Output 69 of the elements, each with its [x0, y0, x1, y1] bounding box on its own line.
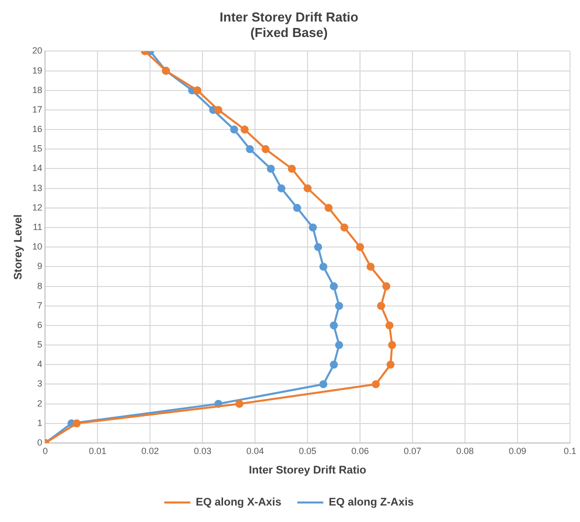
point — [372, 380, 380, 388]
y-axis-title: Storey Level — [12, 214, 25, 280]
x-tick-label: 0.01 — [88, 446, 106, 456]
y-tick-label: 19 — [32, 65, 42, 76]
x-axis-title: Inter Storey Drift Ratio — [248, 464, 367, 476]
y-tick-label: 0 — [37, 437, 42, 448]
y-tick-label: 20 — [32, 46, 42, 56]
y-tick-label: 14 — [32, 163, 42, 174]
point — [235, 400, 244, 408]
point — [304, 184, 312, 192]
y-tick-label: 3 — [37, 378, 42, 389]
x-tick-label: 0.02 — [141, 446, 159, 456]
point — [230, 126, 238, 134]
point — [366, 262, 375, 271]
point — [193, 86, 202, 94]
point — [330, 282, 338, 290]
y-tick-label: 15 — [32, 144, 42, 154]
y-tick-label: 18 — [32, 84, 42, 95]
point — [340, 224, 348, 232]
chart-title: Inter Storey Drift Ratio — [220, 9, 358, 24]
point — [382, 282, 390, 290]
point — [356, 243, 364, 252]
y-tick-label: 12 — [32, 202, 42, 212]
x-tick-label: 0.04 — [246, 446, 264, 456]
point — [72, 419, 81, 428]
legend-label: EQ along X-Axis — [196, 496, 282, 509]
point — [319, 380, 328, 388]
point — [386, 360, 395, 369]
point — [266, 164, 275, 173]
point — [377, 302, 386, 310]
y-tick-label: 11 — [32, 222, 42, 232]
point — [293, 204, 302, 212]
x-tick-label: 0.05 — [298, 446, 316, 456]
legend-label: EQ along Z-Axis — [328, 496, 414, 509]
point — [277, 184, 286, 192]
point — [262, 145, 270, 154]
point — [385, 321, 394, 330]
point — [240, 126, 249, 134]
x-tick-label: 0.1 — [564, 446, 576, 456]
x-tick-label: 0.03 — [194, 446, 212, 456]
chart-subtitle: (Fixed Base) — [250, 24, 328, 40]
y-tick-label: 2 — [37, 398, 42, 408]
point — [214, 106, 222, 114]
y-tick-label: 6 — [37, 320, 42, 330]
point — [335, 302, 344, 310]
y-tick-label: 4 — [37, 359, 42, 370]
y-tick-label: 5 — [37, 340, 42, 350]
point — [330, 360, 338, 369]
y-tick-label: 9 — [37, 261, 42, 272]
x-tick-label: 0.07 — [404, 446, 422, 456]
point — [319, 262, 328, 271]
y-tick-label: 17 — [32, 104, 42, 114]
x-tick-label: 0.09 — [508, 446, 526, 456]
point — [324, 204, 333, 212]
point — [330, 321, 338, 330]
point — [308, 224, 317, 232]
point — [314, 243, 322, 252]
y-tick-label: 16 — [32, 124, 42, 134]
point — [388, 341, 396, 350]
point — [246, 145, 254, 154]
y-tick-label: 10 — [32, 242, 42, 252]
point — [288, 164, 296, 173]
x-tick-label: 0.08 — [456, 446, 474, 456]
y-tick-label: 13 — [32, 182, 42, 193]
point — [335, 341, 344, 350]
x-tick-label: 0.06 — [351, 446, 369, 456]
y-tick-label: 1 — [37, 418, 42, 428]
y-tick-label: 7 — [37, 300, 42, 310]
y-tick-label: 8 — [37, 280, 42, 291]
